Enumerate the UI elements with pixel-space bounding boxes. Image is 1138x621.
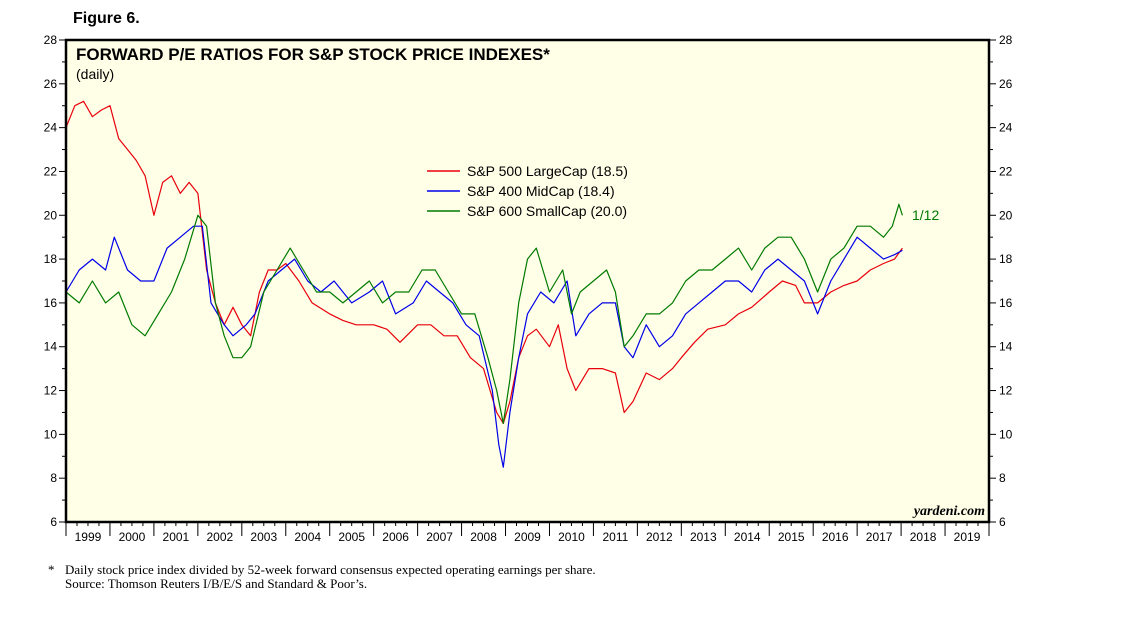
plot-background bbox=[66, 40, 989, 522]
y-tick-label-left: 8 bbox=[50, 471, 57, 485]
x-tick-label: 2007 bbox=[426, 530, 453, 544]
y-tick-label-left: 22 bbox=[44, 164, 58, 178]
y-tick-label-right: 28 bbox=[999, 33, 1013, 47]
y-tick-label-right: 6 bbox=[999, 515, 1006, 529]
x-tick-label: 2002 bbox=[206, 530, 233, 544]
y-tick-label-left: 6 bbox=[50, 515, 57, 529]
axis-layer: 6 6 8 8 10 10 12 12 14 14 16 16 18 18 20 20 22 22 24 24 26 26… bbox=[44, 33, 1013, 544]
x-tick-label: 2004 bbox=[294, 530, 321, 544]
y-tick-label-right: 22 bbox=[999, 164, 1013, 178]
x-tick-label: 2009 bbox=[514, 530, 541, 544]
x-tick-label: 2019 bbox=[954, 530, 981, 544]
plot-frame bbox=[64, 38, 991, 524]
x-tick-label: 1999 bbox=[75, 530, 102, 544]
y-tick-label-right: 10 bbox=[999, 427, 1013, 441]
y-tick-label-left: 16 bbox=[44, 296, 58, 310]
pe-ratio-chart: 6 6 8 8 10 10 12 12 14 14 16 16 18 18 20 20 22 22 24 24 26 26… bbox=[44, 33, 1013, 544]
y-tick-label-right: 20 bbox=[999, 208, 1013, 222]
end-date-annotation: 1/12 bbox=[912, 207, 939, 223]
x-tick-label: 2018 bbox=[910, 530, 937, 544]
y-tick-label-left: 24 bbox=[44, 121, 58, 135]
legend-label-2: S&P 400 MidCap (18.4) bbox=[467, 183, 615, 199]
series-line-2 bbox=[65, 225, 903, 468]
footnote-line-2: Source: Thomson Reuters I/B/E/S and Stan… bbox=[65, 576, 368, 591]
chart-subtitle: (daily) bbox=[76, 66, 114, 82]
y-tick-label-left: 10 bbox=[44, 427, 58, 441]
x-tick-label: 2013 bbox=[690, 530, 717, 544]
chart-title: FORWARD P/E RATIOS FOR S&P STOCK PRICE I… bbox=[76, 45, 550, 64]
label-layer: FORWARD P/E RATIOS FOR S&P STOCK PRICE I… bbox=[64, 38, 991, 524]
x-tick-label: 2017 bbox=[866, 530, 893, 544]
y-tick-label-right: 8 bbox=[999, 471, 1006, 485]
x-tick-label: 2012 bbox=[646, 530, 673, 544]
x-tick-label: 2003 bbox=[250, 530, 277, 544]
y-tick-label-right: 24 bbox=[999, 121, 1013, 135]
x-tick-label: 2006 bbox=[382, 530, 409, 544]
footnote-marker: * bbox=[48, 562, 55, 577]
y-tick-label-right: 12 bbox=[999, 384, 1013, 398]
series-line-1 bbox=[65, 100, 903, 424]
x-tick-label: 2001 bbox=[163, 530, 190, 544]
y-tick-label-right: 14 bbox=[999, 340, 1013, 354]
x-tick-label: 2016 bbox=[822, 530, 849, 544]
x-tick-label: 2000 bbox=[119, 530, 146, 544]
x-tick-label: 2014 bbox=[734, 530, 761, 544]
legend-label-3: S&P 600 SmallCap (20.0) bbox=[467, 203, 627, 219]
x-tick-label: 2015 bbox=[778, 530, 805, 544]
legend-label-1: S&P 500 LargeCap (18.5) bbox=[467, 163, 628, 179]
y-tick-label-left: 28 bbox=[44, 33, 58, 47]
figure-label: Figure 6. bbox=[73, 10, 140, 27]
y-tick-label-left: 12 bbox=[44, 384, 58, 398]
x-tick-label: 2010 bbox=[558, 530, 585, 544]
x-tick-label: 2011 bbox=[602, 530, 628, 544]
y-tick-label-right: 26 bbox=[999, 77, 1013, 91]
y-tick-label-right: 16 bbox=[999, 296, 1013, 310]
y-tick-label-right: 18 bbox=[999, 252, 1013, 266]
y-tick-label-left: 14 bbox=[44, 340, 58, 354]
footnote: * Daily stock price index divided by 52-w… bbox=[48, 563, 596, 591]
series-line-3 bbox=[65, 203, 903, 424]
yardeni-watermark: yardeni.com bbox=[912, 504, 985, 519]
x-tick-label: 2008 bbox=[470, 530, 497, 544]
y-tick-label-left: 18 bbox=[44, 252, 58, 266]
series-layer bbox=[65, 100, 903, 468]
x-tick-label: 2005 bbox=[338, 530, 365, 544]
y-tick-label-left: 20 bbox=[44, 208, 58, 222]
footnote-line-1: * Daily stock price index divided by 52-w… bbox=[48, 563, 596, 577]
y-tick-label-left: 26 bbox=[44, 77, 58, 91]
footnote-text: Daily stock price index divided by 52-we… bbox=[65, 562, 596, 577]
